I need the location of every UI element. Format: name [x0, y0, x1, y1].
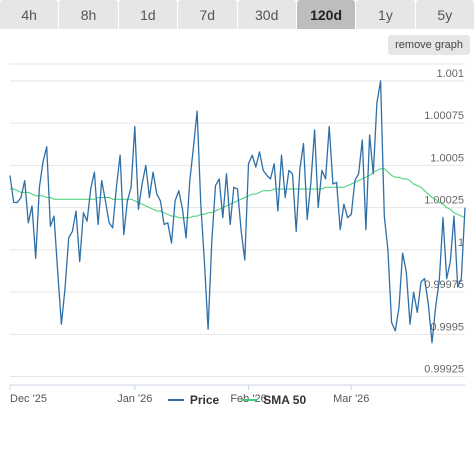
sma-50-series-line [10, 168, 466, 219]
timeframe-tabs: 4h 8h 1d 7d 30d 120d 1y 5y [0, 0, 474, 30]
y-tick-label: 1.00075 [424, 110, 464, 122]
x-tick-label: Dec '25 [10, 393, 47, 405]
y-tick-label: 1 [458, 237, 464, 249]
y-tick-label: 1.0005 [430, 152, 464, 164]
y-tick-label: 0.99925 [424, 364, 464, 376]
y-tick-label: 1.001 [436, 68, 464, 80]
legend-item-sma-50[interactable]: SMA 50 [241, 393, 306, 407]
tab-5y[interactable]: 5y [415, 0, 474, 29]
tab-4h[interactable]: 4h [0, 0, 59, 29]
tab-120d[interactable]: 120d [296, 0, 356, 29]
price-series-line [9, 80, 466, 344]
tab-30d[interactable]: 30d [237, 0, 296, 29]
legend-swatch-sma-50 [241, 399, 258, 401]
remove-graph-button[interactable]: remove graph [388, 35, 470, 55]
tab-8h[interactable]: 8h [59, 0, 118, 29]
legend-item-price[interactable]: Price [167, 393, 220, 407]
y-tick-label: 1.00025 [424, 195, 464, 207]
chart-grid [10, 63, 465, 378]
y-tick-label: 0.9995 [430, 321, 464, 333]
x-tick-label: Mar '26 [333, 393, 369, 405]
y-axis-labels: 1.001 1.00075 1.0005 1.00025 1 0.99975 0.9995 0… [424, 68, 464, 376]
legend-swatch-price [167, 399, 184, 401]
chart-series [9, 80, 466, 344]
y-tick-label: 0.99975 [424, 279, 464, 291]
tab-1y[interactable]: 1y [356, 0, 415, 29]
tab-7d[interactable]: 7d [178, 0, 237, 29]
tab-1d[interactable]: 1d [118, 0, 178, 29]
legend-label-sma-50: SMA 50 [263, 393, 307, 407]
legend-label-price: Price [189, 393, 220, 407]
x-tick-label: Jan '26 [117, 393, 152, 405]
chart-legend: Price SMA 50 [0, 393, 474, 407]
